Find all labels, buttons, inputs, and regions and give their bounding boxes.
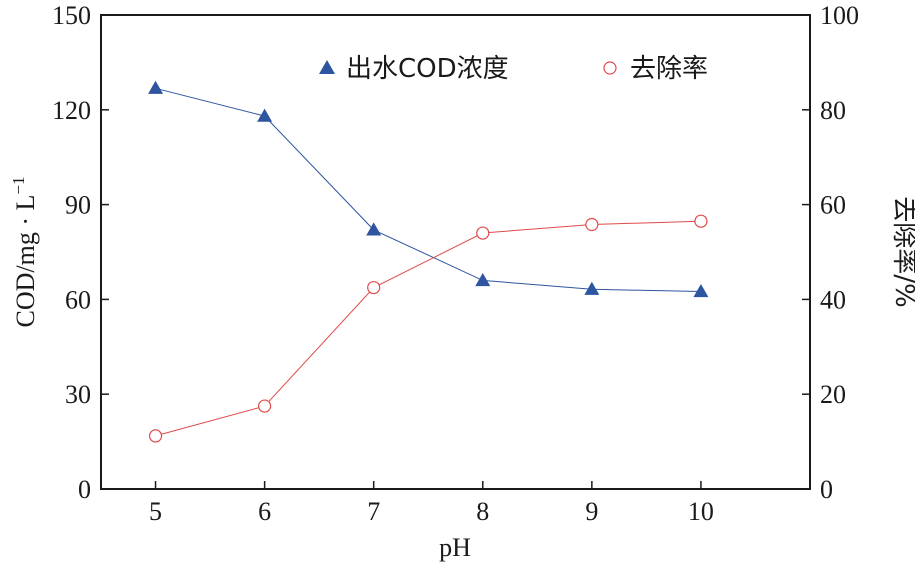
left-y-tick-label: 0 (78, 475, 91, 504)
left-y-axis-title-sup: −1 (9, 177, 28, 195)
cod-point (257, 108, 273, 122)
plot-frame (100, 14, 811, 490)
right-y-tick-label: 80 (820, 96, 846, 125)
right-y-axis-title: 去除率/% (889, 196, 915, 307)
legend-cod-label: 出水COD浓度 (346, 54, 509, 84)
removal-point (476, 226, 490, 240)
cod-point (693, 284, 709, 298)
cod-point (366, 222, 382, 236)
left-y-axis-ticks: 0 30 60 90 120 150 (52, 1, 109, 504)
legend-circle-marker (603, 61, 617, 75)
left-y-axis-title-main: COD/mg · L (11, 195, 40, 328)
cod-point (475, 272, 491, 287)
series-layer (148, 80, 709, 443)
right-y-tick-label: 100 (820, 1, 859, 30)
cod-point (584, 281, 600, 295)
legend-triangle-marker (319, 60, 335, 74)
series-line-effluent-cod (155, 87, 701, 292)
legend-removal-label: 去除率 (630, 54, 708, 84)
x-tick-label: 6 (258, 497, 271, 526)
right-y-tick-label: 60 (820, 191, 846, 220)
x-tick-label: 10 (688, 497, 714, 526)
series-line-removal-rate (155, 220, 701, 437)
removal-point (694, 214, 708, 228)
right-y-tick-label: 20 (820, 380, 846, 409)
left-y-axis-title: COD/mg · L−1 (9, 177, 40, 328)
right-y-tick-label: 40 (820, 285, 846, 314)
removal-point (367, 280, 381, 295)
removal-point (258, 399, 272, 413)
left-y-tick-label: 120 (52, 96, 91, 125)
removal-point (148, 429, 163, 443)
legend: 出水COD浓度 去除率 (319, 54, 708, 84)
x-axis-title: pH (439, 533, 471, 562)
x-tick-label: 7 (367, 497, 380, 526)
x-tick-label: 9 (585, 497, 598, 526)
cod-point (148, 80, 164, 94)
left-y-tick-label: 60 (65, 285, 91, 314)
x-tick-label: 8 (476, 497, 489, 526)
left-y-tick-label: 90 (65, 191, 91, 220)
right-y-axis-ticks: 0 20 40 60 80 100 (802, 1, 859, 504)
left-y-tick-label: 30 (65, 380, 91, 409)
x-axis-ticks: 5 6 7 8 9 10 (149, 481, 714, 526)
left-y-tick-label: 150 (52, 1, 91, 30)
removal-point (585, 217, 599, 232)
right-y-tick-label: 0 (820, 475, 833, 504)
x-tick-label: 5 (149, 497, 162, 526)
